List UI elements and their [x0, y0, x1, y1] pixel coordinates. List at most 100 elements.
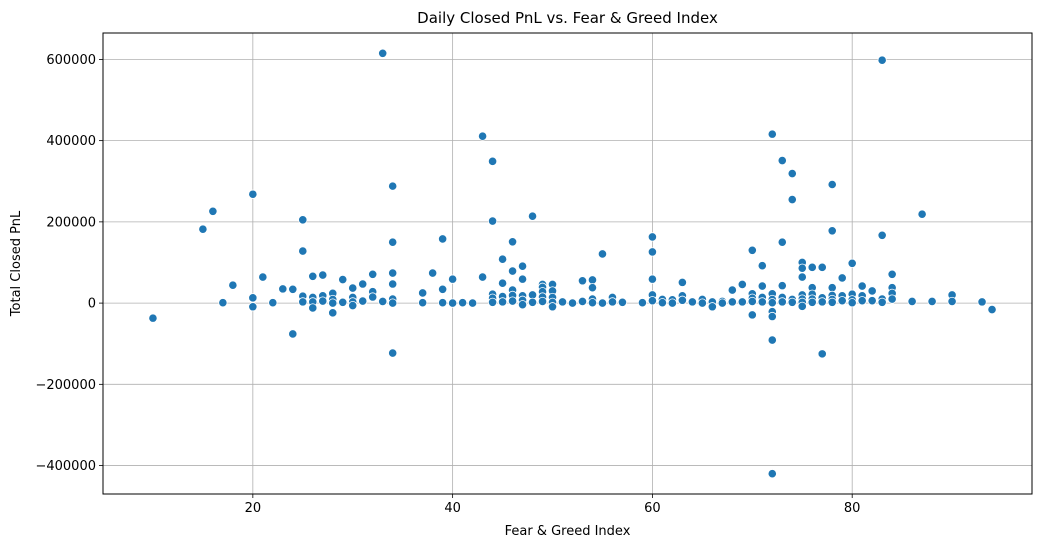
- x-axis-label: Fear & Greed Index: [505, 524, 631, 539]
- data-point: [388, 348, 398, 358]
- data-point: [557, 297, 568, 307]
- data-point: [388, 181, 398, 191]
- data-point: [727, 285, 737, 295]
- data-point: [198, 224, 208, 234]
- y-tick-label: −400000: [35, 459, 96, 474]
- y-tick-label: 400000: [46, 134, 96, 149]
- data-point: [697, 298, 707, 308]
- data-point: [647, 232, 658, 242]
- data-point: [318, 270, 328, 280]
- data-point: [767, 335, 777, 345]
- data-point: [807, 262, 817, 272]
- data-point: [807, 297, 817, 307]
- data-point: [308, 303, 318, 313]
- data-point: [318, 296, 328, 306]
- y-tick-label: 0: [88, 297, 96, 312]
- data-point: [388, 298, 398, 308]
- data-point: [487, 156, 498, 166]
- data-point: [857, 296, 867, 306]
- data-point: [837, 296, 847, 306]
- data-point: [547, 302, 558, 312]
- data-point: [477, 272, 488, 282]
- data-point: [717, 298, 727, 308]
- data-point: [597, 249, 608, 259]
- data-point: [468, 298, 478, 308]
- data-point: [817, 349, 827, 359]
- data-point: [767, 469, 777, 479]
- data-point: [248, 189, 258, 199]
- data-point: [448, 298, 458, 308]
- data-point: [587, 275, 598, 285]
- y-tick-label: 600000: [46, 53, 96, 68]
- data-point: [517, 274, 528, 284]
- data-point: [328, 298, 338, 308]
- data-point: [647, 247, 658, 257]
- data-point: [987, 304, 997, 315]
- data-point: [827, 226, 837, 236]
- data-point: [577, 276, 588, 286]
- data-point: [647, 274, 658, 284]
- data-point: [637, 298, 648, 308]
- data-point: [308, 271, 318, 281]
- data-point: [438, 284, 448, 294]
- data-point: [777, 155, 787, 166]
- data-point: [977, 297, 987, 307]
- data-point: [867, 286, 877, 296]
- data-point: [707, 302, 717, 312]
- data-point: [228, 280, 238, 290]
- data-point: [817, 297, 827, 307]
- data-point: [837, 273, 847, 283]
- data-point: [797, 272, 807, 282]
- data-point: [368, 269, 378, 279]
- data-point: [747, 310, 757, 320]
- data-point: [148, 313, 158, 323]
- data-point: [537, 296, 548, 307]
- data-point: [767, 298, 777, 308]
- data-point: [787, 297, 797, 307]
- data-point: [298, 215, 308, 225]
- data-point: [497, 254, 508, 264]
- data-point: [328, 308, 338, 318]
- data-point: [727, 297, 737, 307]
- x-tick-label: 20: [245, 501, 262, 516]
- data-point: [587, 283, 598, 293]
- data-point: [497, 278, 508, 288]
- data-point: [887, 294, 897, 304]
- data-point: [507, 237, 518, 247]
- axis-ticks: 20 40 60 80 −400000 −200000 0 200000 400000 60000…: [35, 53, 860, 516]
- data-point: [757, 297, 767, 307]
- data-point: [438, 234, 448, 244]
- data-point: [358, 296, 368, 306]
- data-point: [248, 302, 258, 312]
- data-point: [947, 296, 957, 307]
- data-point: [877, 55, 887, 65]
- data-point: [657, 298, 667, 308]
- data-point: [857, 281, 867, 291]
- data-point: [787, 168, 797, 179]
- data-point: [817, 262, 827, 272]
- data-point: [827, 283, 837, 293]
- data-point: [517, 261, 528, 271]
- data-point: [607, 297, 618, 307]
- data-point: [867, 296, 877, 306]
- data-point: [887, 269, 897, 279]
- data-point: [617, 297, 628, 307]
- data-point: [767, 129, 777, 139]
- data-point: [278, 284, 288, 294]
- data-point: [288, 329, 298, 339]
- data-point: [767, 311, 777, 322]
- data-point: [797, 301, 807, 311]
- data-point: [348, 283, 358, 293]
- data-point: [428, 268, 438, 278]
- data-point: [907, 296, 917, 307]
- data-point: [418, 288, 428, 298]
- data-point: [927, 296, 937, 307]
- data-point: [747, 245, 757, 255]
- data-point: [527, 297, 538, 307]
- x-tick-label: 80: [844, 501, 861, 516]
- data-point: [288, 284, 298, 294]
- data-points: [148, 48, 997, 479]
- data-point: [348, 300, 358, 311]
